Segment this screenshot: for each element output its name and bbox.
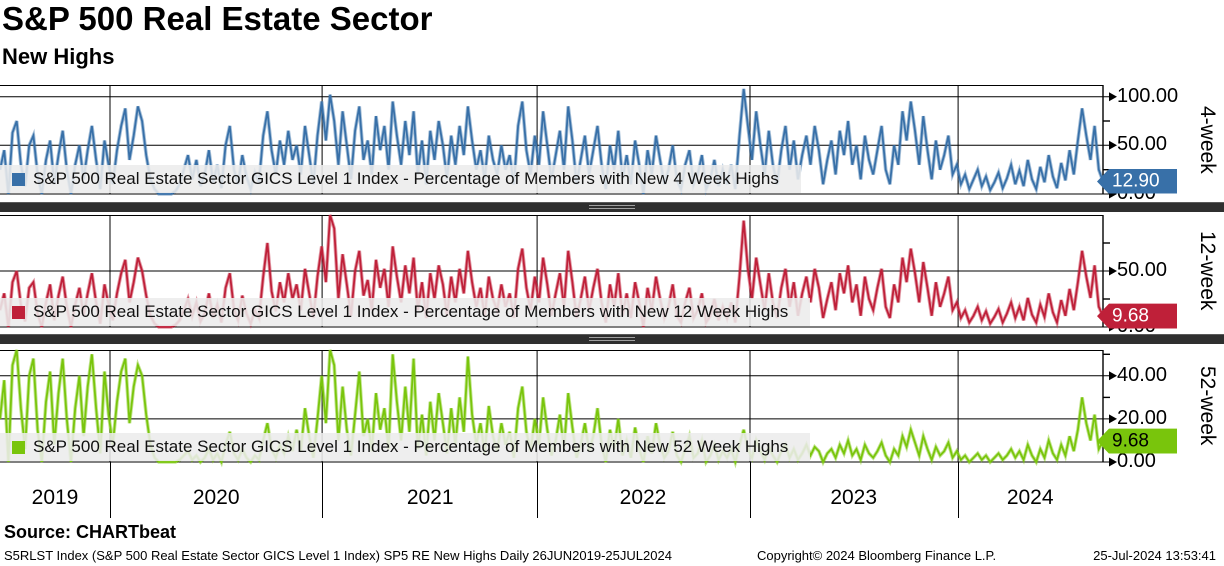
- footer: S5RLST Index (S&P 500 Real Estate Sector…: [0, 548, 1224, 566]
- legend-12-week: S&P 500 Real Estate Sector GICS Level 1 …: [0, 298, 811, 326]
- legend-label-12-week: S&P 500 Real Estate Sector GICS Level 1 …: [33, 302, 789, 321]
- panel-12-week: S&P 500 Real Estate Sector GICS Level 1 …: [0, 214, 1224, 337]
- footer-ticker-info: S5RLST Index (S&P 500 Real Estate Sector…: [4, 548, 672, 563]
- legend-4-week: S&P 500 Real Estate Sector GICS Level 1 …: [0, 165, 801, 193]
- last-value-badge-12-week: 9.68: [1097, 303, 1177, 329]
- panel-side-label-4-week: 4-week: [1196, 105, 1219, 174]
- panel-side-label-52-week: 52-week: [1196, 366, 1219, 446]
- x-axis-tick: [537, 462, 539, 518]
- x-axis-year-label: 2022: [619, 486, 667, 509]
- separator-drag-handle[interactable]: [589, 205, 635, 210]
- x-axis-tick: [958, 462, 960, 518]
- chart-title: S&P 500 Real Estate Sector: [2, 0, 433, 37]
- y-axis-label: 100.00: [1117, 84, 1179, 107]
- panel-4-week: S&P 500 Real Estate Sector GICS Level 1 …: [0, 84, 1224, 204]
- x-axis-year-label: 2021: [406, 486, 454, 509]
- footer-timestamp: 25-Jul-2024 13:53:41: [1093, 548, 1216, 563]
- legend-swatch-4-week: [12, 172, 25, 186]
- y-axis-label: 0.00: [1117, 450, 1156, 473]
- legend-label-52-week: S&P 500 Real Estate Sector GICS Level 1 …: [33, 437, 789, 456]
- x-axis-year-label: 2023: [830, 486, 878, 509]
- y-axis-label: 50.00: [1117, 133, 1168, 156]
- last-value-badge-52-week: 9.68: [1097, 428, 1177, 454]
- source-line: Source: CHARTbeat: [4, 522, 177, 542]
- y-axis-label: 40.00: [1117, 363, 1168, 386]
- x-axis: 2019 2020 2021 2022 2023 2024: [0, 462, 1224, 520]
- x-axis-tick: [110, 462, 111, 518]
- separator-drag-handle[interactable]: [589, 337, 635, 342]
- y-axis-label: 50.00: [1117, 259, 1168, 282]
- x-axis-year-label: 2019: [31, 486, 79, 509]
- panel-52-week: S&P 500 Real Estate Sector GICS Level 1 …: [0, 349, 1224, 472]
- legend-swatch-52-week: [12, 440, 25, 454]
- footer-copyright: Copyright© 2024 Bloomberg Finance L.P.: [757, 548, 997, 563]
- last-value-badge-4-week: 12.90: [1097, 168, 1177, 194]
- x-axis-tick: [322, 462, 324, 518]
- panel-separator: [0, 334, 1224, 344]
- chart-subtitle: New Highs: [2, 44, 115, 69]
- y-axis-label: 20.00: [1117, 406, 1168, 429]
- legend-swatch-12-week: [12, 305, 25, 319]
- legend-label-4-week: S&P 500 Real Estate Sector GICS Level 1 …: [33, 169, 779, 188]
- panel-separator: [0, 202, 1224, 212]
- panel-side-label-12-week: 12-week: [1196, 231, 1219, 311]
- x-axis-tick: [750, 462, 751, 518]
- x-axis-year-label: 2024: [1006, 486, 1054, 509]
- x-axis-year-label: 2020: [192, 486, 240, 509]
- legend-52-week: S&P 500 Real Estate Sector GICS Level 1 …: [0, 433, 811, 461]
